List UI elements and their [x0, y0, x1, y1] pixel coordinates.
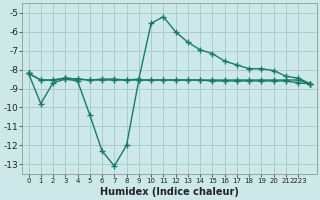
X-axis label: Humidex (Indice chaleur): Humidex (Indice chaleur)	[100, 187, 239, 197]
